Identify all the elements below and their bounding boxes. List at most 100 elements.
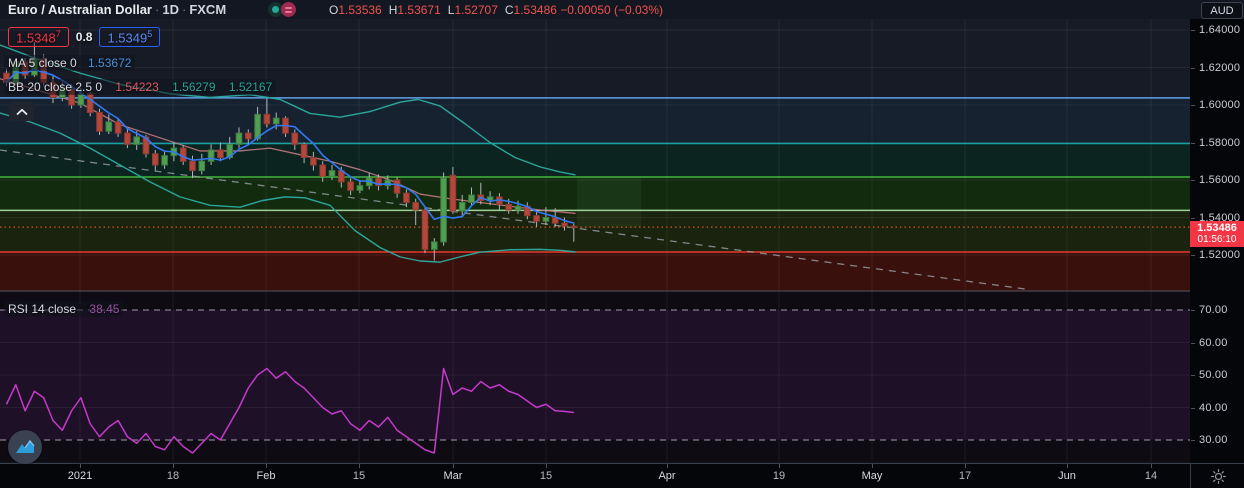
- symbol-name: Euro / Australian Dollar: [8, 2, 152, 17]
- currency-axis-button[interactable]: AUD: [1201, 2, 1243, 19]
- rsi-band: [0, 310, 1190, 440]
- candle: [570, 225, 578, 228]
- rsi-label: RSI 14 close: [8, 302, 77, 316]
- time-axis-label: Mar: [443, 470, 463, 482]
- candle: [533, 215, 540, 222]
- close-value: 1.53486: [513, 3, 557, 17]
- price-zone: [0, 143, 1190, 177]
- bb-indicator-legend[interactable]: BB 20 close 2.5 0 1.54223 1.56279 1.5216…: [4, 79, 277, 95]
- price-zone: [0, 177, 1190, 211]
- price-axis-label: 1.58000: [1199, 136, 1241, 149]
- candle: [421, 209, 429, 250]
- axis-tick: [1191, 407, 1195, 409]
- collapse-legend-button[interactable]: [9, 102, 34, 121]
- trendline-dashed: [0, 149, 1026, 290]
- open-value: 1.53536: [338, 3, 382, 17]
- time-axis-label: May: [861, 470, 883, 482]
- candle: [207, 149, 215, 162]
- buy-ask-button[interactable]: 1.53495: [99, 27, 161, 48]
- axis-tick: [266, 464, 267, 468]
- axis-tick: [1151, 464, 1152, 468]
- candle: [458, 202, 466, 212]
- price-zone: [0, 97, 1190, 144]
- rsi-axis-label: 60.00: [1199, 336, 1228, 349]
- ma-label: MA 5 close 0: [8, 56, 77, 70]
- highlight-zone: [577, 177, 641, 228]
- bb-upper-value: 1.56279: [172, 80, 216, 94]
- candle: [514, 205, 522, 211]
- candle: [403, 192, 410, 203]
- rsi-axis-label: 50.00: [1199, 369, 1228, 381]
- timeframe-label[interactable]: 1D: [162, 2, 179, 17]
- time-axis-label: 2021: [67, 470, 93, 482]
- axis-tick: [1191, 310, 1195, 311]
- bb-lower-value: 1.52167: [228, 80, 273, 94]
- change-value: −0.00050 (−0.03%): [560, 3, 664, 17]
- axis-tick: [1191, 255, 1195, 256]
- price-axis-label: 1.62000: [1199, 61, 1241, 74]
- candle: [96, 112, 103, 132]
- axis-tick: [80, 464, 81, 468]
- candle: [300, 143, 308, 158]
- axis-tick: [546, 464, 547, 468]
- candle: [263, 113, 271, 125]
- candle: [356, 185, 364, 191]
- candle: [449, 174, 457, 212]
- candle: [561, 222, 568, 227]
- maximize-pane-button[interactable]: [8, 430, 42, 464]
- time-axis-label: Jun: [1058, 470, 1076, 482]
- rsi-axis-label: 40.00: [1199, 401, 1228, 414]
- data-feed-status-icon[interactable]: [281, 2, 296, 17]
- high-value: 1.53671: [397, 3, 441, 17]
- candle: [114, 121, 122, 134]
- rsi-indicator-legend[interactable]: RSI 14 close 38.45: [4, 301, 124, 317]
- time-axis-label: 18: [166, 470, 180, 482]
- axis-tick: [779, 464, 780, 468]
- price-axis-label: 1.54000: [1199, 211, 1241, 224]
- axis-tick: [667, 464, 668, 468]
- candle: [431, 241, 438, 250]
- session-settings-icon[interactable]: [1210, 469, 1226, 484]
- candle: [328, 170, 336, 177]
- low-value: 1.52707: [454, 3, 498, 17]
- candle: [86, 93, 94, 113]
- bar-countdown: 01:56:10: [1197, 234, 1237, 246]
- sell-bid-button[interactable]: 1.53487: [8, 27, 69, 48]
- candle: [189, 160, 196, 172]
- axis-tick: [965, 464, 966, 468]
- candle: [133, 136, 140, 145]
- market-status-icons[interactable]: [268, 2, 296, 17]
- time-axis[interactable]: 2021 18 Feb 15 Mar 15 Apr 19 May 17 Jun 14: [0, 463, 1190, 488]
- candle: [217, 149, 224, 158]
- candle: [198, 160, 206, 172]
- candle: [310, 157, 317, 166]
- last-price-value: 1.53486: [1197, 222, 1237, 235]
- axis-tick: [1191, 180, 1195, 181]
- axis-tick: [173, 464, 174, 468]
- symbol-title[interactable]: Euro / Australian Dollar · 1D · FXCM: [8, 2, 226, 17]
- separator: ·: [181, 2, 187, 17]
- chevron-up-icon: [16, 108, 27, 115]
- exchange-label: FXCM: [189, 2, 227, 17]
- axis-tick: [1191, 30, 1195, 31]
- ma-indicator-legend[interactable]: MA 5 close 0 1.53672: [4, 55, 136, 71]
- market-open-status-icon[interactable]: [268, 2, 283, 17]
- time-axis-label: 15: [539, 470, 553, 482]
- axis-tick: [1191, 375, 1195, 376]
- candle: [468, 194, 475, 203]
- time-axis-label: Apr: [658, 470, 676, 482]
- axis-settings-corner[interactable]: [1190, 463, 1244, 488]
- axis-tick: [1191, 142, 1195, 144]
- axis-tick: [1191, 67, 1195, 69]
- candle: [505, 203, 512, 211]
- axis-tick: [359, 464, 360, 468]
- ma-value: 1.53672: [88, 56, 132, 70]
- chart-canvas[interactable]: [0, 19, 1190, 463]
- axis-tick: [872, 464, 873, 468]
- rsi-axis-label: 70.00: [1199, 304, 1228, 316]
- candle: [542, 217, 550, 222]
- candle: [440, 177, 447, 243]
- candle: [142, 136, 150, 155]
- last-price-badge: 1.53486 01:56:10: [1190, 221, 1244, 248]
- ma5-line: [5, 68, 575, 224]
